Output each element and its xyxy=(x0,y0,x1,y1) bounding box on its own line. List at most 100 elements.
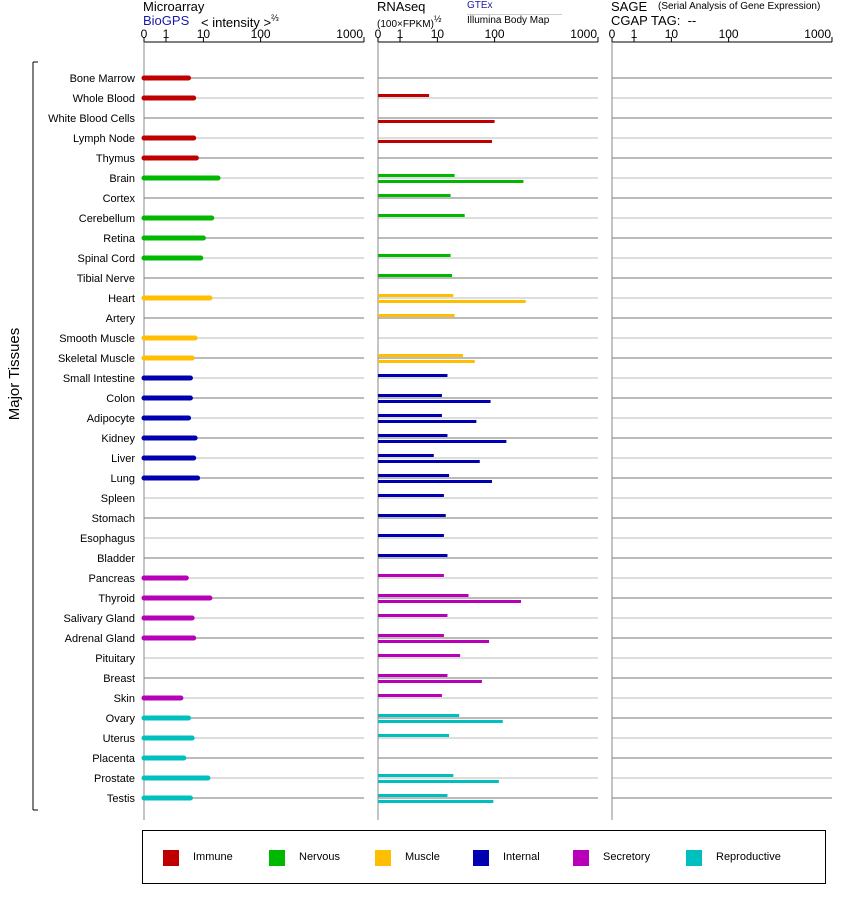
gtex-bar xyxy=(378,194,451,197)
tissue-label: Cortex xyxy=(103,193,136,205)
gtex-bar xyxy=(378,514,446,517)
tissue-label: Stomach xyxy=(92,513,135,525)
x-tick-label: 0 xyxy=(375,27,382,41)
tissue-label: Esophagus xyxy=(80,533,136,545)
x-tick-label: 10 xyxy=(665,27,679,41)
legend: Immune Nervous Muscle Internal Secretory Repr… xyxy=(142,830,826,884)
x-tick-label: 100 xyxy=(251,27,271,41)
y-axis-title: Major Tissues xyxy=(6,328,23,421)
tissue-label: Pituitary xyxy=(95,653,135,665)
microarray-header: Microarray xyxy=(143,0,205,14)
gtex-bar xyxy=(378,174,455,177)
tissue-label: White Blood Cells xyxy=(48,113,135,125)
gtex-bar xyxy=(378,394,442,397)
illumina-bar xyxy=(378,800,494,803)
tissue-label: Ovary xyxy=(106,713,136,725)
legend-swatch xyxy=(163,850,179,866)
gtex-bar xyxy=(378,274,453,277)
illumina-bar xyxy=(378,400,491,403)
gtex-bar xyxy=(378,294,454,297)
tissue-label: Skin xyxy=(114,693,135,705)
gtex-bar xyxy=(378,494,444,497)
tissue-label: Retina xyxy=(103,233,136,245)
gtex-separator xyxy=(467,14,562,15)
legend-swatch xyxy=(375,850,391,866)
x-tick-label: 0 xyxy=(141,27,148,41)
legend-swatch xyxy=(473,850,489,866)
tissue-label: Bladder xyxy=(97,553,135,565)
biogps-label[interactable]: BioGPS xyxy=(143,13,190,28)
intensity-exponent: ⅔ xyxy=(271,13,279,23)
tissue-label: Brain xyxy=(109,173,135,185)
tissue-label: Prostate xyxy=(94,773,135,785)
gtex-bar xyxy=(378,454,434,457)
tissue-label: Breast xyxy=(103,673,135,685)
gtex-bar xyxy=(378,354,463,357)
illumina-bar xyxy=(378,360,475,363)
expression-bars xyxy=(141,75,526,803)
x-tick-label: 1000 xyxy=(804,27,831,41)
illumina-bar xyxy=(378,440,507,443)
x-tick-label: 1000 xyxy=(336,27,363,41)
tissue-label: Lymph Node xyxy=(73,133,135,145)
gtex-bar xyxy=(378,694,442,697)
tissue-label: Skeletal Muscle xyxy=(58,353,135,365)
y-axis-bracket xyxy=(32,61,38,811)
tissue-label: Spinal Cord xyxy=(78,253,135,265)
tissue-label: Lung xyxy=(111,473,135,485)
tissue-label: Adrenal Gland xyxy=(65,633,135,645)
row-grid-lines xyxy=(144,77,832,799)
sage-description: (Serial Analysis of Gene Expression) xyxy=(658,1,821,12)
illumina-bar xyxy=(378,460,480,463)
legend-label: Secretory xyxy=(603,851,651,863)
gtex-bar xyxy=(378,254,451,257)
tissue-label: Testis xyxy=(107,793,136,805)
tissue-label: Whole Blood xyxy=(73,93,135,105)
tissue-label: Tibial Nerve xyxy=(77,273,135,285)
legend-label: Immune xyxy=(193,851,233,863)
gtex-label[interactable]: GTEx xyxy=(467,0,493,11)
gtex-bar xyxy=(378,534,444,537)
illumina-label: Illumina Body Map xyxy=(467,15,550,26)
gtex-bar xyxy=(378,734,450,737)
gtex-bar xyxy=(378,314,455,317)
tissue-label: Small Intestine xyxy=(63,373,135,385)
gtex-bar xyxy=(378,594,469,597)
illumina-bar xyxy=(378,180,524,183)
gtex-bar xyxy=(378,94,430,97)
gtex-bar xyxy=(378,674,448,677)
rnaseq-header: RNAseq xyxy=(377,0,426,14)
sage-header: SAGE xyxy=(611,0,648,14)
gtex-bar xyxy=(378,434,448,437)
gtex-bar xyxy=(378,794,448,797)
tissue-label: Salivary Gland xyxy=(63,613,135,625)
legend-swatch xyxy=(573,850,589,866)
illumina-bar xyxy=(378,720,503,723)
tissue-label: Liver xyxy=(111,453,135,465)
legend-label: Internal xyxy=(503,851,540,863)
gtex-bar xyxy=(378,714,460,717)
tissue-label: Spleen xyxy=(101,493,135,505)
gtex-bar xyxy=(378,414,442,417)
x-tick-label: 1000 xyxy=(570,27,597,41)
cgap-tag-text: CGAP TAG: xyxy=(611,13,681,28)
illumina-bar xyxy=(378,780,499,783)
gtex-bar xyxy=(378,474,450,477)
x-tick-label: 10 xyxy=(431,27,445,41)
tissue-label: Thyroid xyxy=(98,593,135,605)
tissue-label: Adipocyte xyxy=(87,413,135,425)
gtex-bar xyxy=(378,654,461,657)
legend-swatch xyxy=(686,850,702,866)
gtex-bar xyxy=(378,614,448,617)
tissue-label: Bone Marrow xyxy=(70,73,135,85)
x-axis-ticks: 0 1 10 100 1000 0 1 10 100 1000 0 1 10 100 1000 xyxy=(141,27,833,42)
tissue-label: Placenta xyxy=(92,753,136,765)
illumina-bar xyxy=(378,300,526,303)
tissue-label: Artery xyxy=(106,313,136,325)
fpkm-exponent: ½ xyxy=(433,14,442,24)
x-tick-label: 1 xyxy=(631,27,638,41)
illumina-bar xyxy=(378,140,492,143)
tissue-label: Heart xyxy=(108,293,135,305)
tissue-label: Pancreas xyxy=(89,573,136,585)
fpkm-label: (100×FPKM)½ xyxy=(377,14,441,30)
